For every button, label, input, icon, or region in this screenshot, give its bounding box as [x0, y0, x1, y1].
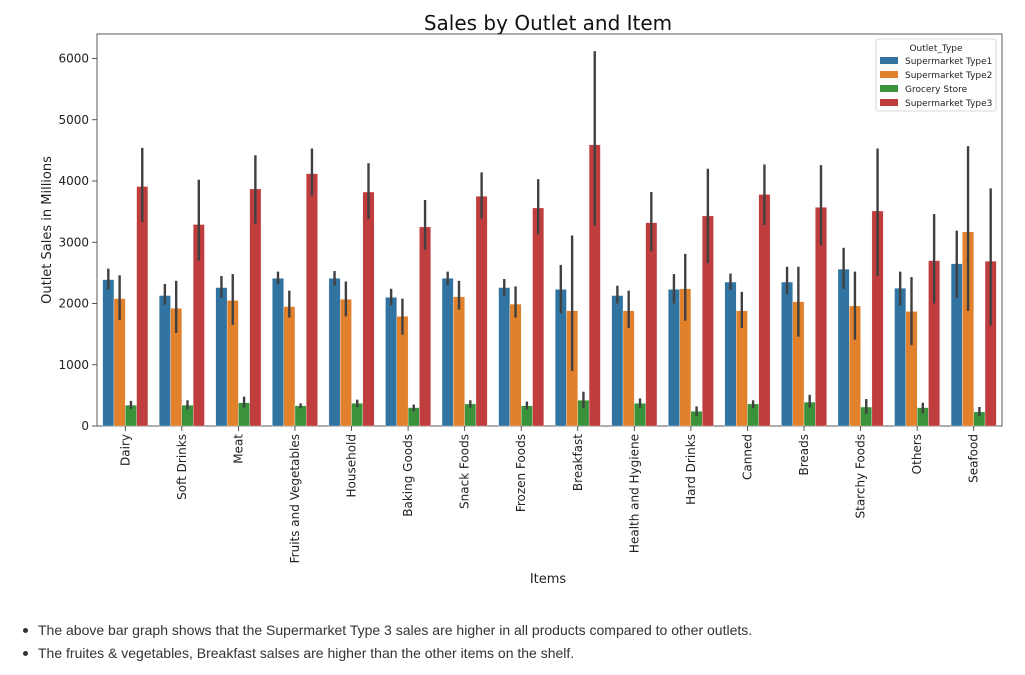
y-tick-label: 5000 [58, 113, 89, 127]
bar [894, 288, 906, 427]
bar [272, 278, 284, 427]
bar [645, 222, 658, 427]
legend-swatch [880, 99, 898, 106]
x-tick-label: Fruits and Vegetables [288, 434, 302, 563]
x-axis-label: Items [530, 572, 567, 587]
insight-item: The fruites & vegetables, Breakfast sals… [18, 642, 752, 665]
x-tick-label: Seafood [967, 434, 981, 483]
chart-title: Sales by Outlet and Item [424, 11, 672, 35]
x-axis: Dairy Soft Drinks Meat Fruits and Vegetable… [118, 426, 981, 563]
y-axis: 0 1000 2000 3000 4000 5000 6000 [58, 52, 97, 433]
bar [215, 287, 228, 427]
legend-label: Supermarket Type2 [905, 71, 992, 81]
bar [136, 186, 149, 427]
x-tick-label: Starchy Foods [854, 434, 868, 519]
legend-frame [875, 38, 997, 112]
x-tick-label: Hard Drinks [684, 434, 698, 505]
bar [385, 297, 397, 427]
bar [475, 196, 488, 427]
legend-swatch [880, 85, 898, 92]
bar [102, 279, 115, 427]
bar [724, 281, 737, 427]
bar [837, 269, 850, 427]
y-tick-label: 1000 [58, 358, 89, 372]
legend-swatch [880, 71, 898, 78]
bar [498, 287, 511, 427]
x-tick-label: Health and Hygiene [627, 434, 641, 553]
bar [668, 289, 680, 427]
legend-label: Grocery Store [905, 85, 968, 95]
bar [453, 296, 465, 427]
x-tick-label: Snack Foods [458, 434, 472, 509]
bar [611, 295, 624, 427]
bar-series [102, 144, 997, 427]
x-tick-label: Breakfast [571, 434, 585, 491]
x-tick-label: Breads [797, 434, 811, 476]
x-tick-label: Soft Drinks [175, 434, 189, 500]
x-tick-label: Meat [231, 434, 245, 464]
bar [306, 173, 318, 427]
bar [441, 278, 454, 427]
plot-area-frame [96, 33, 1003, 427]
bar [781, 281, 793, 427]
y-axis-label: Outlet Sales in Millions [40, 156, 55, 304]
bar [328, 278, 341, 427]
x-tick-label: Frozen Foods [514, 434, 528, 512]
bar [419, 226, 431, 427]
bar [622, 310, 635, 427]
bar [532, 207, 544, 427]
bar [294, 405, 307, 427]
y-tick-label: 4000 [58, 174, 89, 188]
bar [509, 303, 522, 427]
legend-swatch [880, 57, 898, 64]
x-tick-label: Canned [740, 434, 754, 480]
x-tick-label: Dairy [118, 434, 132, 466]
y-tick-label: 0 [81, 419, 89, 433]
legend: Outlet_Type Supermarket Type1 Supermarket… [875, 38, 997, 112]
y-tick-label: 2000 [58, 297, 89, 311]
y-tick-label: 6000 [58, 52, 89, 66]
error-bars [107, 51, 992, 417]
insights-list: The above bar graph shows that the Super… [18, 619, 752, 665]
bar [362, 191, 375, 427]
bar [159, 295, 171, 427]
legend-title: Outlet_Type [909, 44, 963, 54]
x-tick-label: Baking Goods [401, 434, 415, 517]
bar [340, 299, 352, 427]
legend-label: Supermarket Type1 [905, 57, 992, 67]
bar [283, 306, 296, 427]
bar [758, 194, 771, 427]
bar-chart: Sales by Outlet and Item 0 1000 2000 3000 40… [40, 11, 1003, 587]
bar [736, 310, 748, 427]
bar [249, 188, 262, 427]
x-tick-label: Household [345, 434, 359, 498]
y-tick-label: 3000 [58, 235, 89, 249]
legend-label: Supermarket Type3 [905, 99, 992, 109]
x-tick-label: Others [910, 434, 924, 474]
insight-item: The above bar graph shows that the Super… [18, 619, 752, 642]
